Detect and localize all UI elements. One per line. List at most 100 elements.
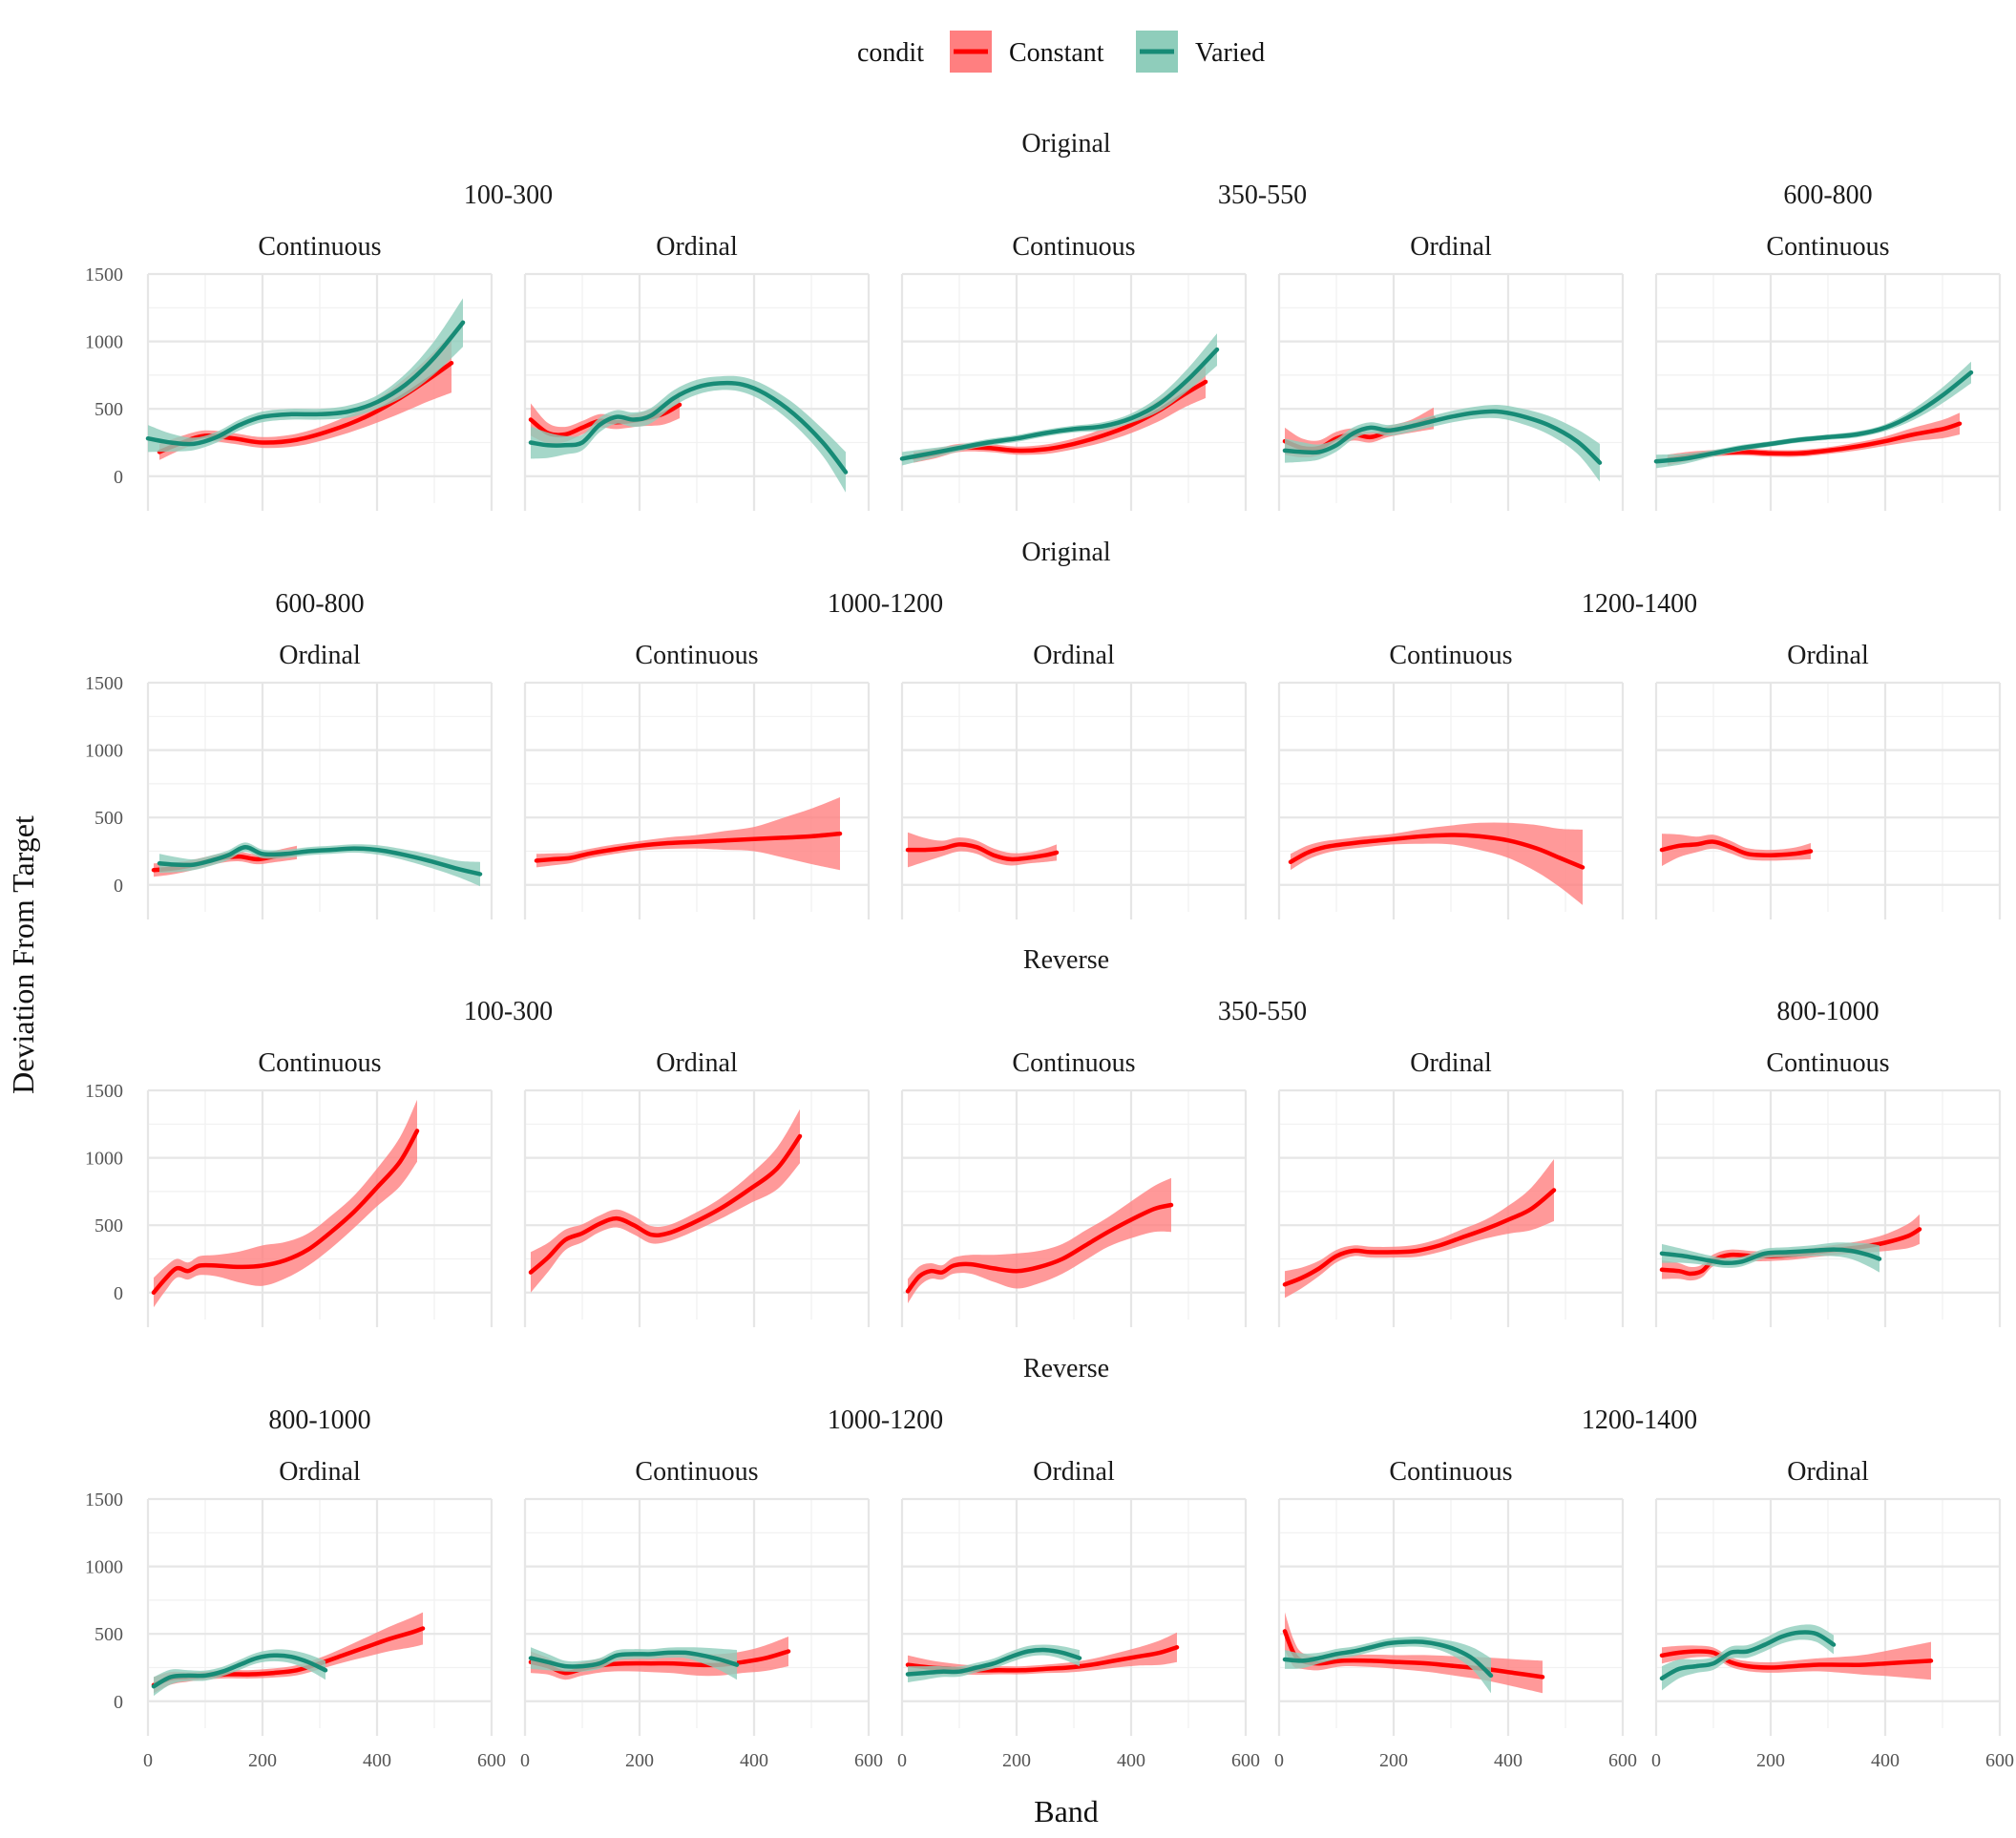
series-varied — [905, 1644, 1082, 1682]
facet-row-2: Original 600-800 1000-1200 1200-1400 Ordinal… — [85, 538, 2002, 919]
y-tick-label: 1500 — [85, 1081, 123, 1102]
strip-type-label: Continuous — [258, 232, 381, 262]
facet-panel: Ordinal — [1277, 232, 1625, 511]
strip-type-label: Ordinal — [1787, 641, 1869, 670]
y-axis-title: Deviation From Target — [6, 815, 40, 1094]
confidence-band — [1285, 1159, 1554, 1299]
legend-title: condit — [857, 38, 924, 68]
strip-band-label: 1200-1400 — [1582, 589, 1697, 619]
panel-grid — [1277, 1088, 1625, 1327]
confidence-band — [1662, 1624, 1834, 1691]
legend-item-varied: Varied — [1136, 31, 1265, 73]
y-tick-label: 1000 — [85, 741, 123, 762]
legend-item-constant: Constant — [950, 31, 1104, 73]
strip-type-label: Continuous — [258, 1048, 381, 1078]
strip-type-label: Continuous — [635, 1457, 758, 1487]
strip-type-label: Continuous — [1012, 232, 1135, 262]
y-tick-label: 1000 — [85, 1149, 123, 1170]
confidence-band — [908, 1177, 1171, 1304]
series-constant — [905, 832, 1060, 868]
x-tick-label: 200 — [1002, 1750, 1031, 1771]
smooth-line — [1282, 1639, 1494, 1679]
strip-band-label: 800-1000 — [268, 1405, 370, 1435]
facet-row-4: Reverse 800-1000 1000-1200 1200-1400 Ordinal… — [85, 1354, 2014, 1771]
panel-grid — [146, 1088, 494, 1327]
strip-band-label: 800-1000 — [1776, 997, 1879, 1026]
strip-band-label: 100-300 — [464, 997, 553, 1026]
y-tick-label: 0 — [114, 1692, 123, 1713]
facet-panel: Continuous — [1654, 1048, 2002, 1327]
x-tick-label: 200 — [625, 1750, 654, 1771]
series-varied — [899, 333, 1220, 466]
legend-label: Varied — [1195, 38, 1265, 68]
series-varied — [528, 375, 849, 493]
facet-panel: Ordinal — [1654, 641, 2002, 919]
series-constant — [1282, 1159, 1557, 1299]
smooth-line — [1659, 839, 1814, 857]
confidence-band — [536, 797, 840, 871]
strip-band-label: 350-550 — [1218, 997, 1307, 1026]
panel-grid — [1654, 1088, 2002, 1327]
x-tick-label: 400 — [1871, 1750, 1900, 1771]
smooth-line — [905, 1647, 1082, 1677]
smooth-line — [528, 1650, 740, 1669]
facet-panel: Ordinal 0 500 1000 1500 — [85, 641, 494, 919]
x-tick-label: 400 — [740, 1750, 768, 1771]
x-tick-label: 0 — [1651, 1750, 1661, 1771]
facet-panel: Continuous — [899, 232, 1248, 511]
strip-band-label: 1200-1400 — [1582, 1405, 1697, 1435]
panel-grid — [523, 1497, 871, 1736]
facet-panels: Original 100-300 350-550 600-800 Continuous 0… — [85, 129, 2014, 1771]
y-tick-label: 500 — [94, 1624, 123, 1645]
strip-group-label: Original — [1021, 538, 1111, 567]
confidence-band — [531, 375, 846, 493]
series-constant — [534, 797, 843, 871]
confidence-band — [531, 1109, 800, 1293]
strip-type-label: Continuous — [635, 641, 758, 670]
smooth-line — [151, 1129, 420, 1296]
confidence-band — [1285, 1637, 1491, 1694]
facet-panel: Ordinal — [523, 232, 871, 511]
facet-panel: Ordinal 0 200 400 600 — [897, 1457, 1260, 1771]
smooth-line — [528, 1133, 803, 1275]
smooth-line — [1659, 1247, 1882, 1266]
x-tick-label: 600 — [1608, 1750, 1637, 1771]
x-tick-label: 200 — [1379, 1750, 1408, 1771]
strip-type-label: Ordinal — [1033, 641, 1115, 670]
y-tick-label: 0 — [114, 467, 123, 488]
y-tick-label: 0 — [114, 876, 123, 897]
series-varied — [157, 842, 483, 887]
facet-panel: Continuous — [523, 641, 871, 919]
confidence-band — [1285, 404, 1600, 482]
facet-panel: Ordinal — [523, 1048, 871, 1327]
smooth-line — [1653, 370, 1974, 464]
series-varied — [1282, 1637, 1494, 1694]
confidence-band — [154, 1099, 417, 1308]
series-constant — [905, 1177, 1174, 1304]
smooth-line — [1282, 409, 1603, 465]
strip-type-label: Continuous — [1766, 1048, 1889, 1078]
x-tick-label: 600 — [854, 1750, 883, 1771]
series-varied — [1282, 404, 1603, 482]
y-tick-label: 500 — [94, 1215, 123, 1236]
y-tick-label: 1500 — [85, 1489, 123, 1511]
facet-panel: Ordinal 0 500 1000 1500 0 200 400 600 — [85, 1457, 506, 1771]
facet-panel: Continuous — [900, 1048, 1248, 1327]
panel-grid — [1654, 272, 2002, 511]
panel-grid — [146, 1497, 494, 1736]
panel-grid — [523, 681, 871, 919]
smooth-line — [1282, 1188, 1557, 1287]
series-constant — [151, 1099, 420, 1308]
panel-grid — [900, 1088, 1248, 1327]
strip-type-label: Continuous — [1012, 1048, 1135, 1078]
series-varied — [145, 298, 466, 453]
facet-panel: Ordinal — [1277, 1048, 1625, 1327]
strip-type-label: Continuous — [1389, 1457, 1512, 1487]
strip-type-label: Ordinal — [279, 1457, 361, 1487]
facet-panel: Continuous — [1653, 232, 2002, 511]
smooth-line — [1659, 1649, 1934, 1670]
series-constant — [1288, 822, 1586, 905]
y-tick-label: 1500 — [85, 673, 123, 694]
